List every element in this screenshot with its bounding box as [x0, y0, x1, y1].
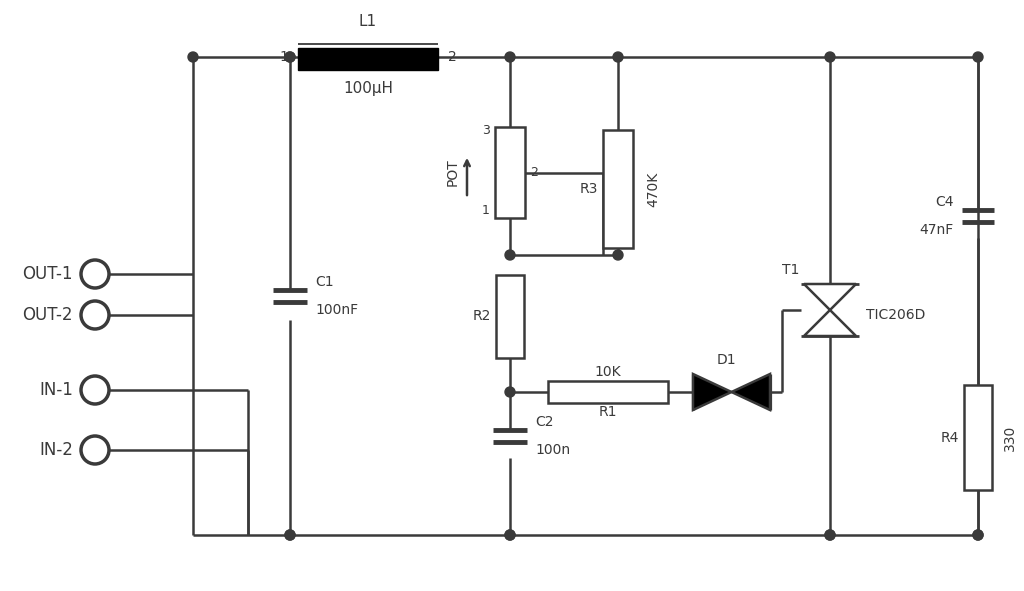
- Text: 470K: 470K: [646, 171, 660, 207]
- Circle shape: [285, 52, 295, 62]
- Text: C4: C4: [936, 195, 954, 209]
- Polygon shape: [731, 374, 770, 410]
- Circle shape: [973, 530, 983, 540]
- Circle shape: [613, 52, 623, 62]
- Text: OUT-2: OUT-2: [23, 306, 73, 324]
- Text: R1: R1: [599, 405, 617, 419]
- Text: 47nF: 47nF: [920, 223, 954, 237]
- Circle shape: [973, 530, 983, 540]
- Text: 1: 1: [482, 203, 490, 216]
- Text: C1: C1: [315, 275, 334, 289]
- Circle shape: [81, 260, 109, 288]
- Text: R4: R4: [941, 430, 959, 444]
- Circle shape: [825, 530, 835, 540]
- Text: L1: L1: [359, 15, 377, 30]
- Text: 2: 2: [530, 166, 538, 179]
- Text: T1: T1: [781, 263, 799, 277]
- Polygon shape: [804, 284, 856, 310]
- Circle shape: [285, 530, 295, 540]
- Circle shape: [973, 52, 983, 62]
- Text: OUT-1: OUT-1: [23, 265, 73, 283]
- Text: 100nF: 100nF: [315, 303, 358, 317]
- Text: 330: 330: [1002, 424, 1017, 450]
- Circle shape: [188, 52, 198, 62]
- Circle shape: [825, 52, 835, 62]
- Text: C2: C2: [535, 415, 554, 429]
- Circle shape: [825, 530, 835, 540]
- Text: 2: 2: [449, 50, 457, 64]
- Text: 250K: 250K: [504, 157, 516, 189]
- Text: IN-2: IN-2: [39, 441, 73, 459]
- Polygon shape: [693, 374, 731, 410]
- Circle shape: [613, 250, 623, 260]
- Text: TIC206D: TIC206D: [866, 308, 926, 322]
- Circle shape: [81, 376, 109, 404]
- Circle shape: [505, 250, 515, 260]
- Circle shape: [285, 52, 295, 62]
- Bar: [548, 381, 668, 403]
- Text: R2: R2: [473, 310, 490, 323]
- Circle shape: [81, 436, 109, 464]
- Circle shape: [81, 301, 109, 329]
- Text: R3: R3: [580, 182, 598, 196]
- Text: 3: 3: [482, 125, 490, 138]
- Text: D1: D1: [717, 353, 736, 367]
- Text: 100n: 100n: [535, 443, 570, 457]
- Text: 100μH: 100μH: [343, 80, 393, 96]
- Text: 1: 1: [280, 50, 288, 64]
- Circle shape: [505, 530, 515, 540]
- Bar: [496, 275, 524, 358]
- Circle shape: [285, 530, 295, 540]
- Bar: [964, 385, 992, 490]
- Text: 10K: 10K: [595, 365, 622, 379]
- Bar: [495, 127, 525, 218]
- Polygon shape: [804, 310, 856, 336]
- Circle shape: [505, 530, 515, 540]
- Bar: [298, 48, 438, 70]
- Bar: [603, 130, 633, 248]
- Text: POT: POT: [446, 158, 460, 186]
- Circle shape: [505, 52, 515, 62]
- Circle shape: [505, 387, 515, 397]
- Text: IN-1: IN-1: [39, 381, 73, 399]
